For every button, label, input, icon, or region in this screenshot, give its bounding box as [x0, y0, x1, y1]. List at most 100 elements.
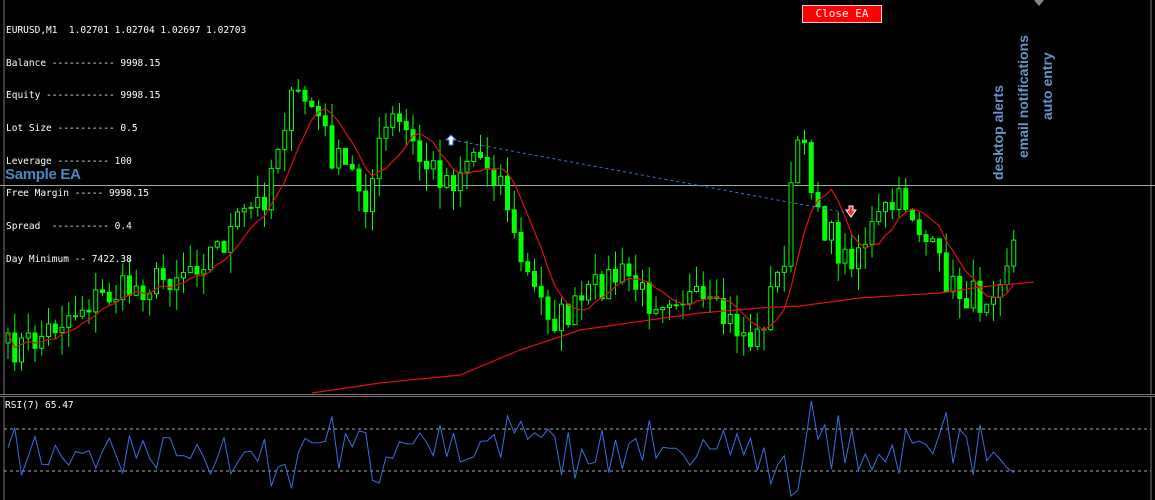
candle-body [208, 246, 213, 271]
candle-body [889, 202, 895, 211]
candle-body [25, 332, 31, 339]
candle-body [646, 282, 652, 314]
candle-body [390, 113, 396, 128]
candle-body [613, 268, 618, 283]
candle-body [133, 285, 139, 296]
candle-body [255, 196, 261, 208]
candle-body [822, 206, 828, 241]
candle-body [849, 248, 855, 270]
candle-body [923, 234, 929, 243]
candle-body [660, 306, 666, 311]
candle-body [667, 304, 672, 308]
candle-body [991, 296, 996, 305]
info-line-day-minimum: Day Minimum -- 7422.38 [6, 253, 132, 265]
candle-body [984, 303, 990, 313]
candle-body [1004, 265, 1010, 286]
candle-body [154, 268, 159, 295]
candle-body [329, 125, 335, 169]
candle-body [309, 100, 315, 108]
candle-body [59, 326, 65, 334]
email-notifications-label: email notifications [1015, 35, 1031, 158]
candle-body [957, 275, 963, 300]
candle-body [376, 137, 382, 180]
candle-body [505, 175, 510, 211]
candle-body [403, 120, 409, 131]
candle-body [79, 309, 85, 317]
info-line-free-margin: Free Margin ----- 9998.15 [6, 188, 149, 200]
candle-body [397, 113, 402, 122]
candle-body [586, 283, 591, 301]
candle-body [471, 151, 477, 162]
candle-body [795, 139, 801, 184]
candle-body [916, 219, 922, 236]
candle-body [295, 89, 301, 92]
candle-body [876, 211, 882, 223]
candle-body [93, 289, 99, 313]
account-info-panel: EURUSD,M1 1.02701 1.02704 1.02697 1.0270… [6, 4, 246, 277]
info-line-equity: Equity ------------ 9998.15 [6, 90, 161, 102]
candle-body [748, 332, 753, 348]
candle-body [498, 175, 504, 186]
info-line-lot-size: Lot Size ---------- 0.5 [6, 122, 138, 134]
candle-body [545, 296, 551, 320]
candle-body [46, 323, 51, 338]
candle-body [430, 160, 436, 170]
candle-body [964, 298, 969, 309]
auto-entry-label: auto entry [1039, 52, 1055, 120]
candle-body [302, 89, 308, 102]
candle-body [201, 269, 207, 275]
candle-body [842, 248, 848, 264]
candle-body [896, 188, 902, 211]
slow-moving-average [311, 281, 1035, 394]
rsi-indicator-panel[interactable] [0, 396, 1155, 500]
candle-body [559, 303, 564, 332]
candle-body [525, 261, 531, 273]
candle-body [802, 139, 807, 144]
candle-body [457, 171, 463, 192]
close-ea-button[interactable]: Close EA [802, 5, 882, 23]
candle-body [187, 266, 193, 274]
candle-body [66, 315, 72, 328]
candle-body [174, 277, 180, 291]
candle-body [997, 284, 1003, 298]
candle-body [86, 309, 92, 313]
candle-body [478, 151, 483, 158]
candle-body [619, 263, 625, 283]
candle-body [370, 178, 375, 213]
candle-body [160, 268, 166, 281]
candle-body [444, 175, 450, 188]
candle-body [322, 115, 328, 127]
candle-body [883, 202, 888, 213]
candle-body [289, 89, 294, 132]
candle-body [565, 303, 571, 326]
candle-body [19, 337, 24, 363]
candle-body [5, 332, 11, 344]
candle-body [417, 140, 423, 162]
candle-body [343, 147, 348, 165]
candle-body [127, 275, 132, 296]
price-chart[interactable] [0, 0, 1155, 395]
candle-body [120, 275, 126, 301]
candle-body [970, 280, 976, 309]
candle-body [268, 167, 274, 211]
candle-body [52, 323, 58, 334]
candle-body [775, 271, 780, 288]
rsi-line [7, 400, 1015, 497]
info-line-leverage: Leverage --------- 100 [6, 155, 132, 167]
chart-shift-marker-icon [1034, 0, 1044, 6]
candle-body [910, 208, 915, 221]
candle-body [943, 252, 949, 293]
candle-body [147, 293, 153, 301]
candle-body [626, 263, 632, 277]
candle-body [835, 221, 841, 264]
candle-body [808, 142, 814, 194]
desktop-alerts-label: desktop alerts [990, 85, 1006, 180]
candle-body [754, 328, 760, 348]
candle-body [977, 280, 983, 313]
candle-body [1011, 239, 1017, 267]
candles-group [5, 78, 1017, 371]
candle-body [248, 206, 254, 209]
candle-body [32, 332, 38, 349]
candle-body [464, 160, 470, 173]
info-line-balance: Balance ----------- 9998.15 [6, 57, 161, 69]
